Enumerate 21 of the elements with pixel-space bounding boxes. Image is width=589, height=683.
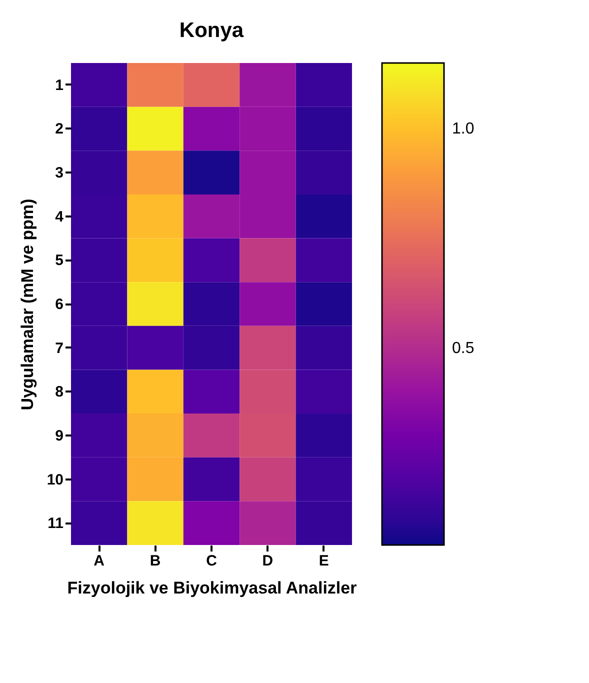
y-tick-label: 8 (55, 384, 64, 401)
x-tick-label: C (206, 552, 218, 570)
y-tick-label: 6 (55, 296, 64, 313)
y-tick-label: 1 (55, 76, 64, 94)
y-tick-label: 9 (55, 427, 64, 444)
y-tick-label: 2 (55, 120, 64, 138)
y-tick-label: 5 (55, 252, 64, 270)
color-bar-label: 0.5 (452, 340, 474, 357)
color-bar-label: 1.0 (452, 120, 474, 138)
chart-title: Konya (179, 19, 244, 42)
x-tick-label: E (318, 552, 329, 570)
x-tick-label: B (150, 552, 161, 570)
y-axis-title: Uygulamalar (mM ve ppm) (18, 198, 37, 410)
x-tick-label: A (94, 552, 105, 570)
y-tick-label: 10 (46, 471, 64, 488)
y-tick-label: 7 (55, 340, 64, 357)
x-tick-label: D (262, 552, 274, 570)
x-axis-title: Fizyolojik ve Biyokimyasal Analizler (67, 578, 358, 598)
y-tick-label: 11 (48, 515, 64, 532)
y-tick-label: 4 (55, 208, 64, 226)
y-tick-label: 3 (55, 164, 64, 182)
